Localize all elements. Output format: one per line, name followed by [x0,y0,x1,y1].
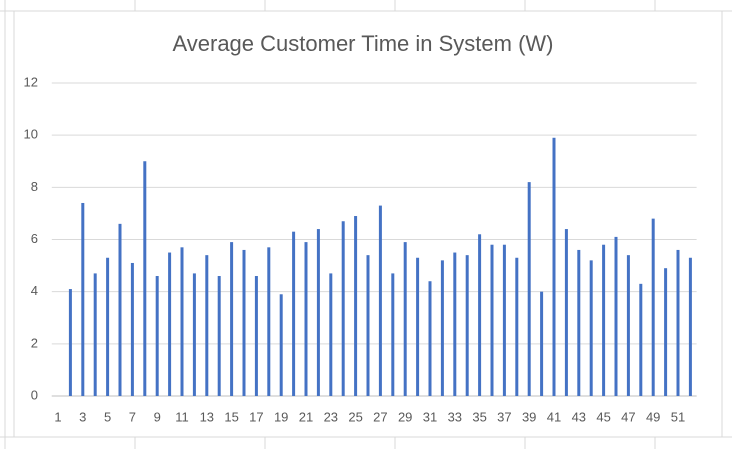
bar [391,273,395,396]
bar [428,281,432,396]
bar [341,221,345,396]
bar [478,234,482,396]
bar [614,236,618,396]
bar [688,257,692,396]
chart-title: Average Customer Time in System (W) [172,31,553,56]
bar [626,255,630,396]
bar [465,255,469,396]
bar [254,276,258,396]
y-tick-label: 6 [31,231,38,246]
bar [354,216,358,396]
x-tick-label: 21 [299,409,313,424]
bar [192,273,196,396]
bar [68,289,72,396]
x-tick-label: 19 [274,409,288,424]
bar [602,244,606,396]
bar [552,137,556,396]
bar [589,260,593,396]
bar [180,247,184,396]
y-tick-label: 4 [31,283,38,298]
bar [316,229,320,396]
bar [217,276,221,396]
bar [515,257,519,396]
x-tick-label: 49 [646,409,660,424]
bar [106,257,110,396]
bar [118,223,122,396]
y-tick-label: 2 [31,335,38,350]
x-tick-label: 23 [324,409,338,424]
x-tick-label: 33 [448,409,462,424]
bar [540,291,544,396]
bar [304,242,308,396]
x-tick-label: 9 [154,409,161,424]
bar [564,229,568,396]
x-tick-label: 5 [104,409,111,424]
x-tick-label: 45 [596,409,610,424]
x-tick-label: 15 [224,409,238,424]
bar [93,273,97,396]
x-tick-label: 35 [472,409,486,424]
bar [577,249,581,396]
bar [416,257,420,396]
bar [155,276,159,396]
bar [639,283,643,396]
bar [527,182,531,396]
bar [168,252,172,396]
x-tick-label: 13 [200,409,214,424]
bar [651,218,655,396]
bar [490,244,494,396]
x-tick-label: 17 [249,409,263,424]
x-tick-label: 1 [54,409,61,424]
x-tick-label: 7 [129,409,136,424]
x-tick-label: 41 [547,409,561,424]
x-tick-label: 11 [175,409,189,424]
x-tick-label: 43 [572,409,586,424]
bar [205,255,209,396]
x-tick-label: 25 [348,409,362,424]
bar [378,205,382,396]
bar [279,294,283,396]
bar [366,255,370,396]
x-tick-label: 47 [621,409,635,424]
bar [453,252,457,396]
bar [329,273,333,396]
bar [130,262,134,396]
x-tick-label: 39 [522,409,536,424]
bar [81,202,85,396]
bar [440,260,444,396]
bar [502,244,506,396]
bar [143,161,147,396]
bar [267,247,271,396]
bar [664,268,668,396]
x-tick-label: 31 [423,409,437,424]
x-tick-label: 37 [497,409,511,424]
bar [403,242,407,396]
y-tick-label: 10 [24,127,38,142]
bar [230,242,234,396]
bar [676,249,680,396]
y-tick-label: 0 [31,387,38,402]
y-tick-label: 12 [24,74,38,89]
bar [242,249,246,396]
x-tick-label: 29 [398,409,412,424]
x-tick-label: 3 [79,409,86,424]
y-tick-label: 8 [31,179,38,194]
x-tick-label: 51 [671,409,685,424]
x-tick-label: 27 [373,409,387,424]
bar [292,231,296,396]
